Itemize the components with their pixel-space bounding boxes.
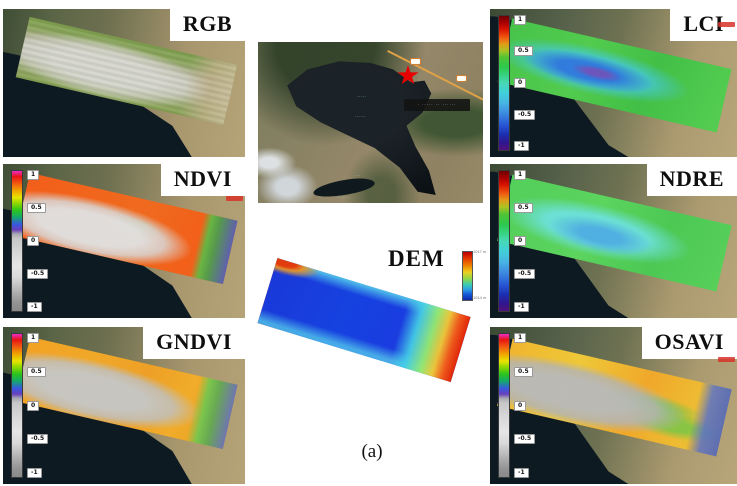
colorbar-tick: 0.5 [514, 46, 533, 57]
watermark-mark [718, 22, 735, 27]
colorbar-tick: -1 [514, 141, 529, 152]
colorbar-tick: -0.5 [514, 434, 536, 445]
colorbar-tick: -0.5 [514, 269, 536, 279]
colorbar-tick: -0.5 [514, 109, 536, 120]
colorbar-tick: 1 [514, 333, 527, 344]
colorbar-tick: 1 [27, 333, 40, 344]
gndvi-colorbar: 1 0.5 0 -0.5 -1 [11, 333, 59, 478]
dem-colorbar [462, 251, 473, 301]
colorbar-tick: 0 [514, 400, 527, 411]
colorbar-tick: -0.5 [27, 269, 49, 279]
colorbar-tick: -1 [514, 302, 529, 313]
road-badge-icon [410, 58, 421, 65]
colorbar-tick: -1 [514, 467, 529, 478]
colorbar-tick: 1 [27, 169, 40, 180]
lake-name-label: ····· [357, 94, 367, 99]
colorbar-tick: -0.5 [27, 434, 49, 445]
colorbar-tick: 0.5 [514, 366, 533, 377]
colorbar-tick: 0 [514, 78, 527, 88]
colorbar-tick: 0 [27, 400, 40, 411]
colorbar-tick: 1 [514, 14, 527, 25]
road-badge-icon [456, 75, 467, 82]
colorbar-tick: -1 [27, 302, 42, 313]
panel-osavi: 1 0.5 0 -0.5 -1 OSAVI [490, 327, 737, 484]
panel-ndre: 1 0.5 0 -0.5 -1 NDRE [490, 164, 737, 318]
watermark-mark [226, 196, 243, 201]
location-map: · ····· ·· ······ ····· ······ ··· ·····… [258, 42, 483, 203]
colorbar-tick: 0.5 [27, 366, 46, 377]
panel-label-gndvi: GNDVI [143, 327, 245, 359]
colorbar-tick: 0.5 [27, 202, 46, 213]
colorbar-gradient [11, 333, 23, 478]
map-scale-label: ······· [337, 195, 350, 200]
colorbar-tick: 0.5 [514, 202, 533, 213]
colorbar-gradient [498, 170, 510, 312]
panel-label-osavi: OSAVI [641, 327, 737, 359]
panel-lci: 1 0.5 0 -0.5 -1 LCI [490, 9, 737, 157]
osavi-colorbar: 1 0.5 0 -0.5 -1 [498, 333, 546, 478]
ndre-colorbar: 1 0.5 0 -0.5 -1 [498, 169, 546, 313]
panel-label-ndre: NDRE [646, 164, 737, 196]
colorbar-gradient [498, 15, 510, 151]
panel-label-rgb: RGB [169, 9, 245, 41]
map-tooltip: · ····· ·· ······ [404, 99, 470, 111]
dem-colorbar-min-label: 1014 m [473, 295, 487, 300]
panel-dem: DEM 1017 m 1014 m [256, 238, 488, 423]
colorbar-tick: 0 [514, 236, 527, 246]
colorbar-tick: -1 [27, 467, 42, 478]
panel-gndvi: 1 0.5 0 -0.5 -1 GNDVI [3, 327, 245, 484]
panel-label-dem: DEM [388, 246, 445, 271]
panel-ndvi: 1 0.5 0 -0.5 -1 NDVI [3, 164, 245, 318]
panel-label-ndvi: NDVI [160, 164, 245, 196]
ndvi-colorbar: 1 0.5 0 -0.5 -1 [11, 169, 59, 313]
watermark-mark [718, 357, 735, 362]
figure-caption: (a) [361, 441, 383, 462]
lake-name-label: ······ [355, 114, 366, 119]
colorbar-gradient [11, 170, 23, 312]
dem-strip [257, 258, 471, 383]
colorbar-gradient [498, 333, 510, 478]
lci-colorbar: 1 0.5 0 -0.5 -1 [498, 14, 546, 152]
small-lake-label: ··· [355, 173, 361, 178]
colorbar-tick: 1 [514, 169, 527, 180]
panel-rgb: RGB [3, 9, 245, 157]
colorbar-tick: 0 [27, 236, 40, 246]
dem-colorbar-max-label: 1017 m [473, 249, 487, 254]
